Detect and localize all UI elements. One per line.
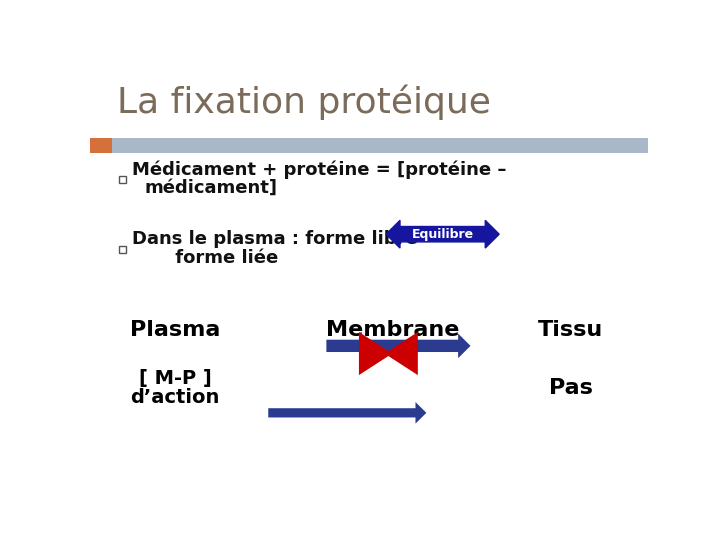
Text: médicament]: médicament] <box>144 179 277 197</box>
Bar <box>90 138 648 153</box>
Text: Dans le plasma : forme libre: Dans le plasma : forme libre <box>132 230 418 248</box>
Bar <box>120 246 127 253</box>
Bar <box>120 177 127 184</box>
Text: Pas: Pas <box>549 378 593 398</box>
Polygon shape <box>326 334 471 358</box>
Text: Membrane: Membrane <box>325 320 459 340</box>
Bar <box>90 138 112 153</box>
Text: [ M-P ]: [ M-P ] <box>139 369 212 388</box>
Polygon shape <box>359 332 392 375</box>
Text: Equilibre: Equilibre <box>412 228 474 241</box>
Text: Tissu: Tissu <box>538 320 603 340</box>
Text: d’action: d’action <box>130 388 220 407</box>
Polygon shape <box>269 402 426 423</box>
Text: Plasma: Plasma <box>130 320 220 340</box>
Polygon shape <box>384 332 418 375</box>
Text: La fixation protéique: La fixation protéique <box>117 84 491 119</box>
Text: forme liée: forme liée <box>144 248 279 267</box>
Text: Médicament + protéine = [protéine –: Médicament + protéine = [protéine – <box>132 160 506 179</box>
Polygon shape <box>386 220 499 248</box>
